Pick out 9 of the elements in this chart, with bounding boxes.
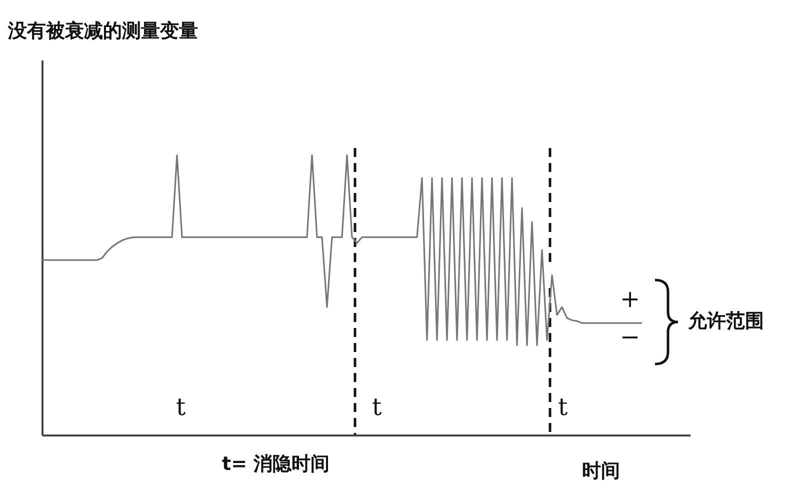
annotation: + bbox=[620, 285, 640, 313]
annotation: t bbox=[176, 393, 186, 421]
annotation: t bbox=[558, 393, 568, 421]
text: t= 消隐时间 bbox=[222, 453, 330, 475]
x-axis-title: 时间 bbox=[582, 460, 620, 482]
text: 没有被衰减的测量变量 bbox=[8, 20, 198, 42]
text: 允许范围 bbox=[688, 310, 764, 332]
annotation: t bbox=[372, 393, 382, 421]
annotation: − bbox=[620, 323, 640, 351]
